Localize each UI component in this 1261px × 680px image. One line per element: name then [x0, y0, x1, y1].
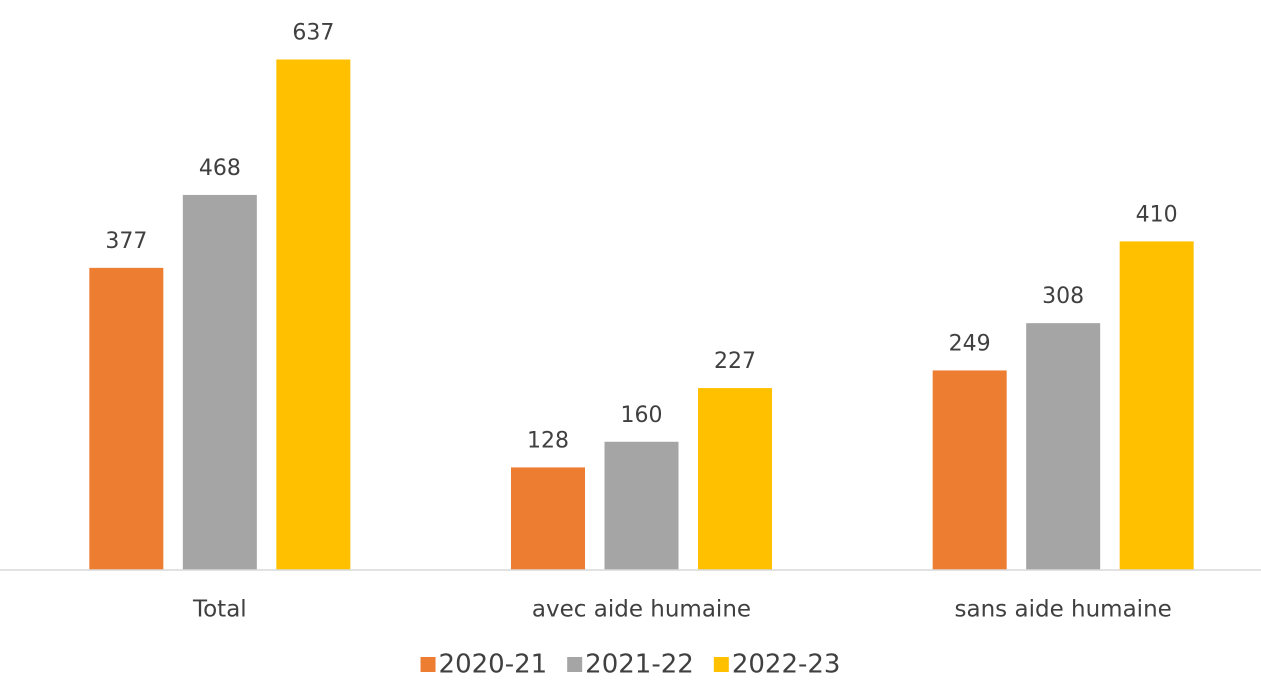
bar	[932, 370, 1007, 570]
data-label: 468	[199, 156, 241, 181]
bar	[89, 267, 164, 570]
bar	[698, 388, 772, 570]
data-label: 160	[621, 403, 663, 428]
x-tick-label: avec aide humaine	[532, 597, 751, 623]
data-label: 410	[1136, 202, 1178, 227]
data-label: 377	[105, 229, 147, 254]
legend-label: 2022-23	[732, 650, 841, 680]
data-label: 249	[949, 331, 991, 356]
bar	[1119, 241, 1194, 570]
data-label: 128	[527, 428, 569, 453]
legend-label: 2021-22	[585, 650, 694, 680]
bar	[1026, 323, 1101, 570]
data-label: 227	[714, 349, 756, 374]
legend-label: 2020-21	[439, 650, 548, 680]
legend-swatch	[420, 657, 436, 672]
x-tick-label: Total	[192, 597, 247, 623]
data-label: 637	[292, 20, 334, 45]
legend-swatch	[713, 657, 729, 672]
bar	[511, 467, 585, 570]
x-tick-label: sans aide humaine	[955, 597, 1172, 623]
bar	[182, 194, 257, 570]
bar	[276, 59, 351, 571]
data-label: 308	[1042, 284, 1084, 309]
legend-swatch	[567, 657, 583, 672]
bar	[604, 441, 679, 570]
